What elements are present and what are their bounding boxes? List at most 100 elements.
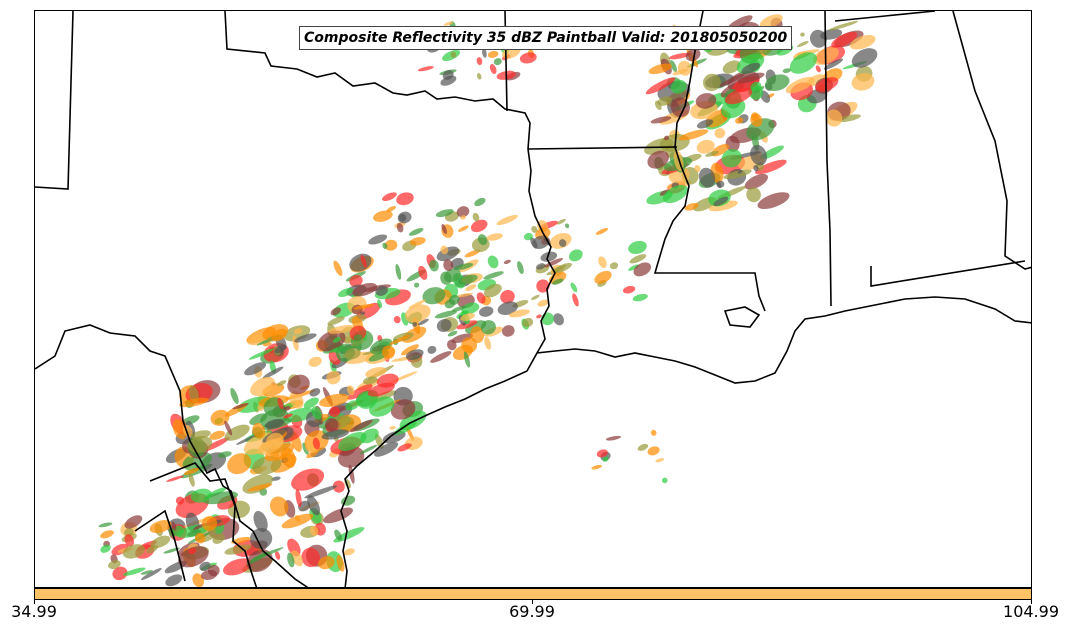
- reflectivity-blob: [434, 310, 457, 319]
- colorbar: [34, 588, 1032, 600]
- reflectivity-blob: [698, 167, 716, 188]
- reflectivity-blob: [837, 114, 861, 123]
- reflectivity-blob: [470, 219, 488, 233]
- reflectivity-blob: [140, 570, 153, 575]
- reflectivity-blob: [480, 320, 496, 335]
- reflectivity-blob: [349, 419, 373, 433]
- reflectivity-blob: [281, 513, 314, 529]
- reflectivity-blob: [332, 337, 341, 343]
- reflectivity-blob: [360, 311, 366, 316]
- reflectivity-blob: [336, 555, 345, 572]
- reflectivity-blob: [247, 483, 273, 492]
- reflectivity-blob: [360, 254, 367, 268]
- reflectivity-blob: [531, 225, 538, 233]
- reflectivity-blob: [321, 429, 350, 440]
- reflectivity-blob: [311, 406, 322, 420]
- reflectivity-blob: [124, 515, 143, 529]
- reflectivity-blob: [332, 480, 345, 493]
- reflectivity-blob: [532, 235, 550, 249]
- reflectivity-blob: [482, 48, 487, 58]
- reflectivity-blob: [632, 293, 648, 302]
- reflectivity-blob: [303, 397, 319, 409]
- reflectivity-blob: [100, 544, 111, 553]
- reflectivity-blob: [287, 552, 295, 568]
- reflectivity-blob: [417, 66, 434, 72]
- reflectivity-blob: [348, 464, 355, 484]
- reflectivity-blob: [670, 79, 687, 94]
- reflectivity-blob: [637, 443, 649, 451]
- reflectivity-blob: [408, 228, 424, 236]
- reflectivity-blob: [668, 52, 691, 60]
- reflectivity-blob: [188, 547, 197, 555]
- reflectivity-blob: [455, 292, 473, 298]
- reflectivity-blob: [622, 285, 636, 294]
- reflectivity-blob: [570, 282, 578, 293]
- reflectivity-blob: [312, 437, 321, 450]
- reflectivity-blob: [230, 387, 239, 405]
- reflectivity-blob: [293, 328, 303, 335]
- reflectivity-blob: [178, 546, 209, 568]
- reflectivity-blob: [757, 192, 790, 210]
- reflectivity-blob: [388, 335, 411, 345]
- reflectivity-blob: [659, 189, 669, 196]
- reflectivity-blob: [595, 227, 609, 235]
- reflectivity-blob: [283, 413, 293, 419]
- reflectivity-blob: [108, 560, 121, 570]
- reflectivity-blob: [663, 135, 670, 141]
- colorbar-tick-label: 69.99: [509, 602, 555, 621]
- reflectivity-blob: [326, 370, 341, 385]
- border-al-fl: [870, 260, 1026, 287]
- reflectivity-blob: [287, 374, 310, 395]
- reflectivity-blob: [815, 77, 839, 92]
- reflectivity-blobs: [98, 14, 878, 587]
- reflectivity-blob: [851, 48, 878, 68]
- reflectivity-blob: [535, 263, 546, 270]
- reflectivity-blob: [253, 510, 268, 533]
- reflectivity-blob: [493, 58, 502, 66]
- reflectivity-blob: [181, 415, 200, 426]
- reflectivity-blob: [536, 314, 542, 319]
- reflectivity-blob: [662, 477, 668, 484]
- reflectivity-blob: [302, 442, 309, 455]
- map-panel: Composite Reflectivity 35 dBZ Paintball …: [34, 10, 1032, 588]
- reflectivity-blob: [737, 72, 765, 84]
- reflectivity-blob: [744, 173, 769, 190]
- reflectivity-blob: [309, 388, 321, 397]
- reflectivity-blob: [186, 529, 201, 537]
- reflectivity-blob: [750, 81, 762, 92]
- reflectivity-blob: [483, 283, 502, 298]
- reflectivity-blob: [224, 424, 250, 441]
- reflectivity-blob: [338, 432, 367, 451]
- reflectivity-blob: [697, 119, 714, 129]
- reflectivity-blob: [719, 73, 746, 87]
- reflectivity-blob: [678, 129, 709, 141]
- reflectivity-blob: [765, 74, 790, 92]
- reflectivity-blob: [572, 293, 579, 307]
- reflectivity-blob: [725, 135, 740, 152]
- reflectivity-blob: [112, 566, 128, 581]
- reflectivity-blob: [657, 96, 673, 106]
- reflectivity-blob: [344, 347, 361, 360]
- reflectivity-blob: [531, 294, 540, 300]
- reflectivity-blob: [122, 544, 145, 559]
- reflectivity-blob: [369, 396, 395, 417]
- reflectivity-blob: [276, 380, 287, 386]
- reflectivity-blob: [360, 444, 378, 455]
- reflectivity-blob: [596, 449, 608, 458]
- reflectivity-blob: [753, 164, 759, 172]
- reflectivity-blob: [327, 316, 345, 326]
- reflectivity-blob: [629, 254, 647, 264]
- reflectivity-blob: [694, 164, 701, 173]
- reflectivity-blob: [301, 547, 320, 568]
- border-rio-grande: [35, 324, 309, 587]
- reflectivity-blob: [328, 324, 356, 334]
- reflectivity-blob: [440, 75, 457, 86]
- reflectivity-blob: [396, 192, 414, 206]
- reflectivity-blob: [257, 438, 284, 455]
- reflectivity-map: [35, 11, 1031, 587]
- reflectivity-blob: [453, 263, 474, 271]
- reflectivity-blob: [443, 21, 454, 26]
- reflectivity-blob: [227, 453, 252, 475]
- reflectivity-blob: [476, 72, 482, 80]
- reflectivity-blob: [648, 63, 672, 75]
